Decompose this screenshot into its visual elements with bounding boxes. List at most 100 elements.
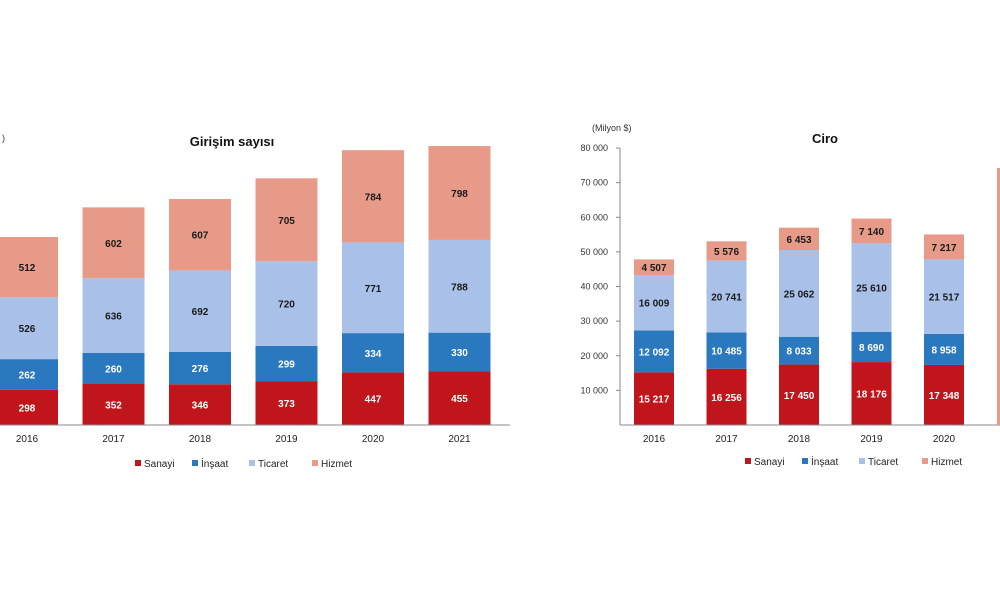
y-tick-50: 50 000	[580, 247, 608, 257]
data-label-insaat-2021: 330	[451, 348, 468, 359]
bar-hizmet-2017	[706, 241, 747, 261]
x-tick-2017: 2017	[102, 434, 125, 445]
y-tick-20: 20 000	[580, 351, 608, 361]
x-tick-2017: 2017	[715, 434, 738, 445]
data-label-sanayi-2018: 17 450	[784, 391, 815, 402]
legend-label-insaat: İnşaat	[811, 455, 838, 468]
chart-title-right: Ciro	[812, 131, 838, 146]
y-tick-40: 40 000	[580, 282, 608, 292]
data-label-insaat-2018: 276	[192, 364, 209, 375]
data-label-ticaret-2017: 636	[105, 312, 122, 323]
data-label-ticaret-2018: 25 062	[784, 289, 815, 300]
data-label-ticaret-2016: 526	[19, 324, 36, 335]
x-ticks-right: 2016 2017 2018 2019 2020	[643, 434, 956, 445]
data-label-sanayi-2018: 346	[192, 401, 209, 412]
bar-insaat-2016	[0, 359, 58, 390]
x-tick-2016: 2016	[643, 434, 666, 445]
data-label-insaat-2016: 262	[19, 371, 36, 382]
bar-ticaret-2017	[706, 260, 747, 333]
data-label-insaat-2019: 8 690	[859, 343, 884, 354]
bar-sanayi-2016	[0, 389, 58, 425]
bar-insaat-2018	[169, 351, 231, 385]
x-ticks-left: 2016 2017 2018 2019 2020 2021	[16, 434, 471, 445]
bar-hizmet-2020	[342, 150, 404, 243]
bar-hizmet-2018	[779, 227, 819, 250]
legend-swatch-sanayi	[135, 460, 141, 466]
data-label-hizmet-2017: 602	[105, 239, 122, 250]
bars-left: 298 262 526 512 352 260 636 602 346 276 692 607 373 2…	[0, 146, 491, 425]
legend-right: Sanayi İnşaat Ticaret Hizmet	[745, 455, 962, 468]
data-label-hizmet-2018: 6 453	[786, 235, 811, 246]
bar-sanayi-2020	[924, 364, 964, 425]
y-tick-30: 30 000	[580, 316, 608, 326]
bar-hizmet-2016	[634, 259, 674, 276]
legend-swatch-ticaret	[249, 460, 255, 466]
data-label-ticaret-2021: 788	[451, 282, 468, 293]
bar-hizmet-2017	[82, 207, 145, 279]
bar-ticaret-2021	[428, 239, 491, 333]
bar-sanayi-2018	[169, 384, 231, 425]
x-tick-2019: 2019	[860, 434, 883, 445]
x-tick-2016: 2016	[16, 434, 39, 445]
data-label-hizmet-2017: 5 576	[714, 247, 739, 258]
legend-label-sanayi: Sanayi	[754, 457, 785, 468]
legend-swatch-insaat	[802, 458, 808, 464]
y-ticks-right: 10 000 20 000 30 000 40 000 50 000 60 000 70 0…	[580, 143, 620, 395]
chart-girisim-sayisi: ) Girişim sayısı 298 262 526 512 352 260 636 60…	[0, 133, 510, 470]
data-label-ticaret-2019: 720	[278, 300, 295, 311]
bar-hizmet-2018	[169, 199, 231, 271]
bar-hizmet-2016	[0, 237, 58, 298]
data-label-ticaret-2016: 16 009	[639, 299, 670, 310]
data-label-sanayi-2021: 455	[451, 394, 468, 405]
bar-hizmet-2019	[851, 218, 892, 244]
y-tick-80: 80 000	[580, 143, 608, 153]
bar-insaat-2017	[82, 353, 145, 384]
bar-insaat-2019	[255, 345, 318, 382]
unit-label-left: )	[2, 133, 5, 143]
data-label-insaat-2018: 8 033	[786, 347, 811, 358]
data-label-sanayi-2020: 447	[365, 395, 382, 406]
data-label-sanayi-2016: 15 217	[639, 395, 670, 406]
data-label-hizmet-2016: 4 507	[641, 263, 666, 274]
bar-sanayi-2019	[255, 381, 318, 425]
legend-label-hizmet: Hizmet	[931, 457, 962, 468]
bar-insaat-2017	[706, 332, 747, 369]
bar-ticaret-2016	[0, 297, 58, 360]
bar-sanayi-2020	[342, 372, 404, 425]
x-tick-2018: 2018	[788, 434, 811, 445]
bar-insaat-2019	[851, 331, 892, 363]
bar-sanayi-2021	[428, 371, 491, 425]
bar-hizmet-2020	[924, 234, 964, 260]
bar-ticaret-2019	[255, 261, 318, 346]
bar-insaat-2020	[342, 333, 404, 373]
legend-left: Sanayi İnşaat Ticaret Hizmet	[135, 457, 352, 470]
unit-label-right: (Milyon $)	[592, 123, 632, 133]
data-label-hizmet-2019: 705	[278, 216, 295, 227]
x-tick-2021: 2021	[448, 434, 471, 445]
bar-sanayi-2017	[706, 368, 747, 425]
data-label-ticaret-2020: 21 517	[929, 293, 960, 304]
bar-ticaret-2017	[82, 278, 145, 353]
bar-sanayi-2018	[779, 364, 819, 425]
x-tick-2019: 2019	[275, 434, 298, 445]
data-label-sanayi-2017: 16 256	[711, 393, 742, 404]
data-label-hizmet-2019: 7 140	[859, 227, 884, 238]
data-label-insaat-2020: 8 958	[931, 345, 956, 356]
data-label-ticaret-2018: 692	[192, 307, 209, 318]
x-tick-2020: 2020	[933, 434, 956, 445]
data-label-ticaret-2019: 25 610	[856, 284, 887, 295]
bar-insaat-2018	[779, 336, 819, 365]
data-label-insaat-2020: 334	[365, 349, 382, 360]
data-label-sanayi-2017: 352	[105, 400, 122, 411]
legend-swatch-hizmet	[922, 458, 928, 464]
bars-right: 15 217 12 092 16 009 4 507 16 256 10 485 20 74…	[634, 218, 964, 425]
data-label-hizmet-2020: 784	[365, 192, 382, 203]
y-tick-60: 60 000	[580, 212, 608, 222]
chart-title-left: Girişim sayısı	[190, 134, 275, 149]
legend-label-ticaret: Ticaret	[258, 459, 288, 470]
bar-insaat-2016	[634, 330, 674, 373]
data-label-insaat-2016: 12 092	[639, 347, 670, 358]
bar-sanayi-2019	[851, 362, 892, 425]
bar-ticaret-2016	[634, 275, 674, 331]
